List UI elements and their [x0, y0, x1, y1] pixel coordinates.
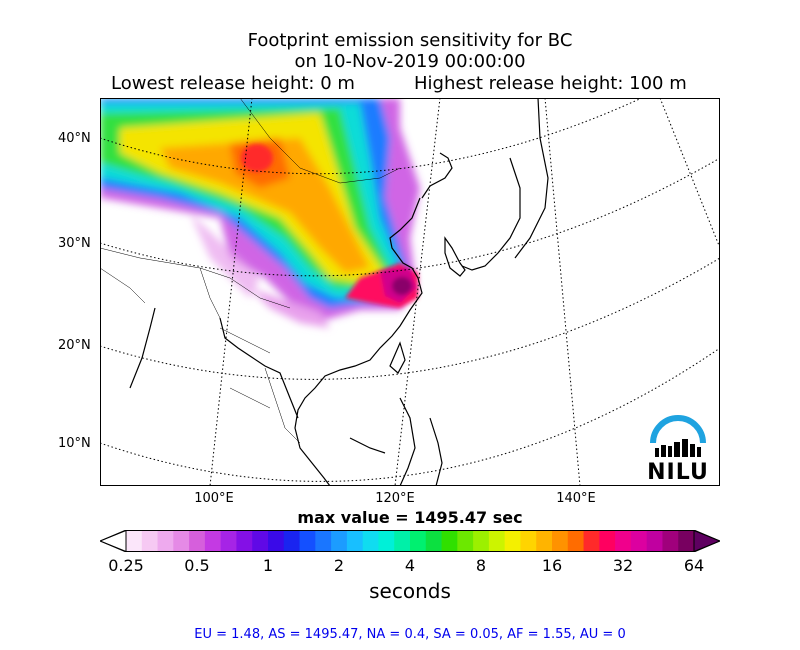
lat-label: 20°N	[58, 338, 91, 353]
colorbar-tick-label: 2	[333, 556, 345, 575]
colorbar-segment	[220, 530, 237, 552]
colorbar-segment	[488, 530, 506, 552]
colorbar-segment	[299, 530, 316, 552]
colorbar-segment	[315, 530, 332, 552]
colorbar-segment	[630, 530, 648, 552]
max-value: max value = 1495.47 sec	[297, 508, 523, 527]
colorbar-tick-label: 8	[475, 556, 487, 575]
colorbar-tick-label: 64	[683, 556, 705, 575]
colorbar-segment	[126, 530, 143, 552]
colorbar-segment	[646, 530, 663, 552]
colorbar-high-extend	[693, 530, 720, 552]
colorbar-frame	[100, 530, 720, 552]
colorbar-tick-label: 16	[541, 556, 563, 575]
colorbar-segment	[536, 530, 553, 552]
colorbar-segment	[283, 530, 301, 552]
colorbar	[100, 530, 720, 552]
coastlines	[129, 98, 549, 486]
colorbar-segment	[504, 530, 521, 552]
colorbar-segment	[268, 530, 285, 552]
colorbar-segment	[236, 530, 253, 552]
colorbar-segment	[204, 530, 222, 552]
lat-label: 40°N	[58, 131, 91, 146]
borders	[100, 98, 401, 444]
colorbar-tick-label: 4	[404, 556, 416, 575]
colorbar-segment	[473, 530, 490, 552]
colorbar-segment	[425, 530, 443, 552]
lat-label: 10°N	[58, 436, 91, 451]
nilu-logo-text: NILU	[647, 460, 709, 485]
colorbar-tick-label: 1	[262, 556, 274, 575]
colorbar-tick-label: 0.5	[184, 556, 210, 575]
colorbar-segment	[362, 530, 379, 552]
highest-release-height: Highest release height: 100 m	[414, 73, 687, 94]
colorbar-segment	[615, 530, 632, 552]
graticule	[100, 98, 720, 486]
colorbar-segment	[157, 530, 174, 552]
colorbar-segment	[189, 530, 206, 552]
colorbar-segment	[567, 530, 585, 552]
colorbar-segment	[252, 530, 269, 552]
lat-label: 30°N	[58, 236, 91, 251]
colorbar-segment	[141, 530, 159, 552]
colorbar-unit: seconds	[369, 579, 451, 603]
colorbar-segment	[678, 530, 695, 552]
colorbar-segment	[457, 530, 474, 552]
map-title: Footprint emission sensitivity for BC	[247, 30, 573, 51]
lon-label: 120°E	[375, 491, 415, 506]
colorbar-tick-label: 0.25	[108, 556, 144, 575]
lon-label: 140°E	[556, 491, 596, 506]
lon-label: 100°E	[194, 491, 234, 506]
sensitivity-field	[100, 98, 420, 328]
colorbar-segment	[173, 530, 190, 552]
colorbar-tick-label: 32	[612, 556, 634, 575]
colorbar-segment	[410, 530, 427, 552]
colorbar-segment	[346, 530, 364, 552]
colorbar-segment	[583, 530, 600, 552]
colorbar-segment	[662, 530, 679, 552]
colorbar-segment	[331, 530, 348, 552]
colorbar-segment	[394, 530, 411, 552]
nilu-logo-graphic	[650, 415, 706, 457]
colorbar-segment	[378, 530, 395, 552]
lowest-release-height: Lowest release height: 0 m	[111, 73, 355, 94]
colorbar-segment	[520, 530, 537, 552]
region-summary: EU = 1.48, AS = 1495.47, NA = 0.4, SA = …	[194, 627, 626, 642]
colorbar-segment	[441, 530, 458, 552]
colorbar-segment	[599, 530, 616, 552]
colorbar-segment	[552, 530, 569, 552]
nilu-logo: NILU	[645, 410, 711, 486]
map-date: on 10-Nov-2019 00:00:00	[294, 51, 526, 72]
footprint-map	[100, 98, 720, 486]
colorbar-low-extend	[100, 530, 127, 552]
